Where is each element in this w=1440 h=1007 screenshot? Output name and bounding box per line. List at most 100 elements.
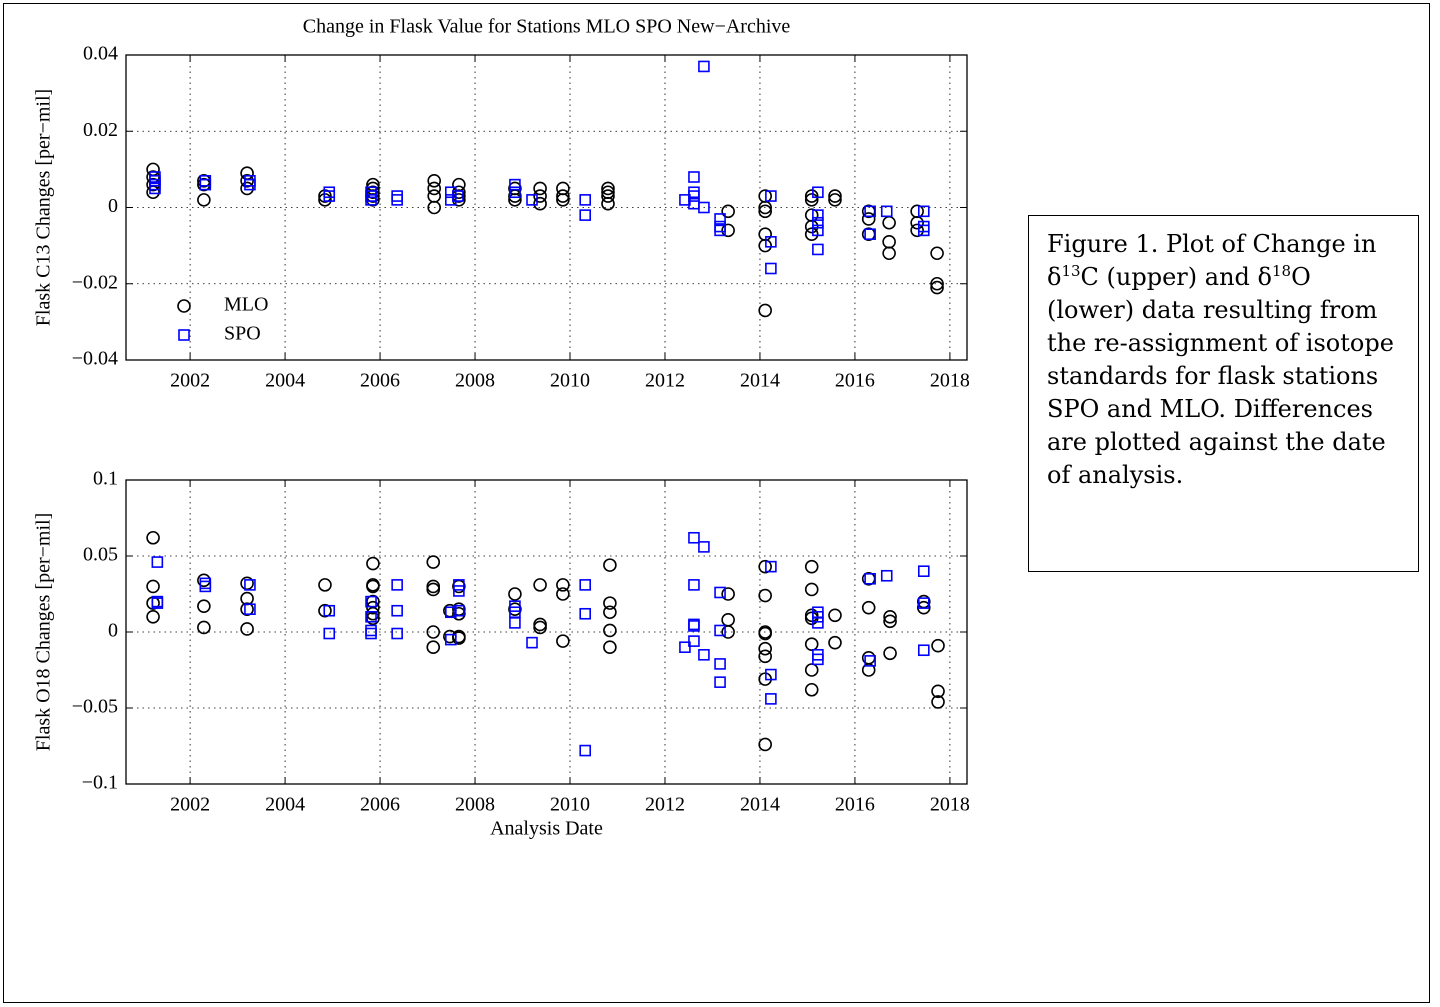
marker-circle — [721, 587, 735, 601]
marker-circle — [930, 276, 944, 291]
x-tick-label: 2002 — [170, 370, 210, 392]
marker-circle — [882, 246, 896, 261]
marker-circle — [556, 189, 570, 203]
marker-square — [864, 205, 876, 218]
marker-circle — [603, 640, 617, 655]
x-tick-label: 2006 — [360, 794, 400, 816]
x-tick-label: 2016 — [835, 794, 875, 816]
marker-circle — [804, 193, 819, 207]
marker-square — [579, 579, 592, 591]
marker-circle — [910, 215, 924, 230]
marker-circle — [366, 579, 380, 594]
marker-square — [579, 194, 592, 206]
marker-square — [391, 627, 403, 640]
marker-square — [864, 655, 876, 667]
y-tick-label: 0.05 — [83, 544, 118, 566]
marker-square — [917, 224, 930, 237]
marker-square — [688, 579, 700, 591]
marker-square — [391, 190, 403, 202]
y-tick-label: 0.1 — [93, 468, 118, 490]
marker-square — [864, 228, 876, 240]
marker-circle — [758, 641, 772, 656]
marker-circle — [931, 684, 945, 699]
axes-frame — [125, 479, 968, 785]
y-tick-label: 0 — [108, 195, 118, 217]
marker-circle — [366, 193, 380, 207]
marker-square — [765, 693, 777, 705]
marker-circle — [882, 235, 896, 249]
marker-circle — [240, 602, 254, 617]
marker-circle — [861, 663, 876, 677]
marker-circle — [804, 208, 819, 222]
marker-square — [244, 603, 256, 616]
marker-circle — [828, 608, 842, 623]
marker-circle — [883, 646, 897, 661]
marker-circle — [533, 617, 547, 632]
marker-circle — [533, 620, 547, 635]
y-tick-label: 0.02 — [83, 119, 118, 141]
legend-marker — [178, 329, 190, 341]
x-tick-label: 2004 — [265, 794, 305, 816]
marker-circle — [804, 637, 819, 651]
marker-square — [688, 190, 700, 202]
caption-superscript: 13 — [1061, 262, 1081, 280]
marker-square — [714, 624, 726, 637]
marker-square — [765, 560, 777, 573]
marker-square — [714, 224, 726, 237]
x-tick-label: 2002 — [170, 794, 210, 816]
marker-circle — [804, 663, 819, 677]
marker-square — [453, 604, 465, 617]
marker-square — [880, 205, 893, 218]
marker-square — [244, 178, 256, 191]
y-tick-label: −0.1 — [82, 772, 118, 794]
marker-circle — [721, 625, 735, 639]
marker-square — [864, 572, 876, 585]
x-tick-label: 2006 — [360, 370, 400, 392]
marker-square — [679, 194, 691, 206]
marker-circle — [240, 181, 254, 196]
caption-superscript: 18 — [1271, 262, 1292, 280]
x-tick-label: 2012 — [645, 794, 685, 816]
frame — [3, 3, 1430, 1003]
marker-circle — [240, 622, 254, 636]
marker-circle — [804, 559, 819, 574]
marker-circle — [366, 606, 380, 621]
marker-circle — [426, 625, 441, 639]
marker-circle — [758, 303, 772, 318]
marker-square — [917, 597, 930, 609]
marker-circle — [861, 212, 876, 226]
marker-circle — [758, 737, 772, 752]
marker-circle — [804, 682, 819, 697]
marker-circle — [427, 200, 441, 215]
marker-square — [365, 610, 377, 623]
marker-square — [365, 624, 377, 637]
marker-circle — [721, 613, 735, 627]
marker-circle — [366, 185, 380, 200]
marker-square — [698, 60, 710, 73]
marker-circle — [197, 193, 211, 207]
marker-square — [509, 600, 521, 612]
marker-circle — [197, 599, 211, 613]
marker-circle — [758, 626, 772, 641]
marker-circle — [240, 174, 254, 188]
marker-square — [149, 182, 161, 195]
y-tick-label: −0.04 — [72, 348, 118, 370]
marker-circle — [603, 605, 617, 620]
marker-square — [688, 635, 700, 647]
marker-circle — [601, 189, 615, 203]
marker-square — [765, 668, 777, 681]
marker-square — [812, 617, 824, 629]
legend-label: SPO — [224, 323, 261, 345]
marker-circle — [910, 223, 924, 238]
x-tick-label: 2016 — [835, 370, 875, 392]
marker-circle — [452, 631, 466, 645]
marker-circle — [366, 189, 380, 203]
marker-circle — [146, 579, 160, 594]
marker-square — [445, 633, 457, 646]
marker-circle — [601, 196, 615, 211]
caption-text: C (upper) and δ — [1080, 263, 1272, 291]
x-tick-label: 2018 — [930, 370, 970, 392]
marker-circle — [883, 614, 897, 629]
marker-square — [579, 209, 592, 221]
